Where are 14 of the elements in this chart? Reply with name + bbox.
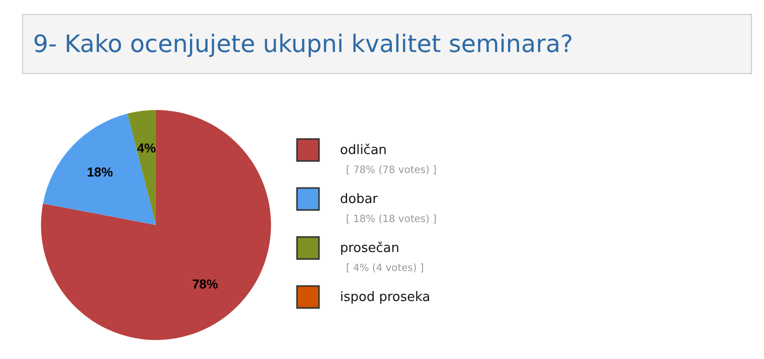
pie-slice bbox=[43, 114, 156, 225]
pie-slice bbox=[41, 110, 271, 340]
text: [ 78% (78 votes) ] bbox=[346, 165, 437, 176]
text: [ 4% (4 votes) ] bbox=[346, 263, 424, 274]
legend-label: odličan bbox=[340, 143, 387, 158]
legend-label: ispod proseka bbox=[340, 290, 430, 305]
data-label: 18% bbox=[86, 164, 114, 180]
data-label: 4% bbox=[136, 140, 156, 156]
data-label: 78% bbox=[192, 276, 219, 292]
chart-title: 9- Kako ocenjujete ukupni kvalitet seminara? bbox=[22, 14, 752, 74]
legend-label: prosečan bbox=[340, 241, 400, 256]
legend-label: dobar bbox=[340, 192, 378, 207]
pie-slice bbox=[127, 110, 156, 225]
text: [ 18% (18 votes) ] bbox=[346, 214, 437, 225]
